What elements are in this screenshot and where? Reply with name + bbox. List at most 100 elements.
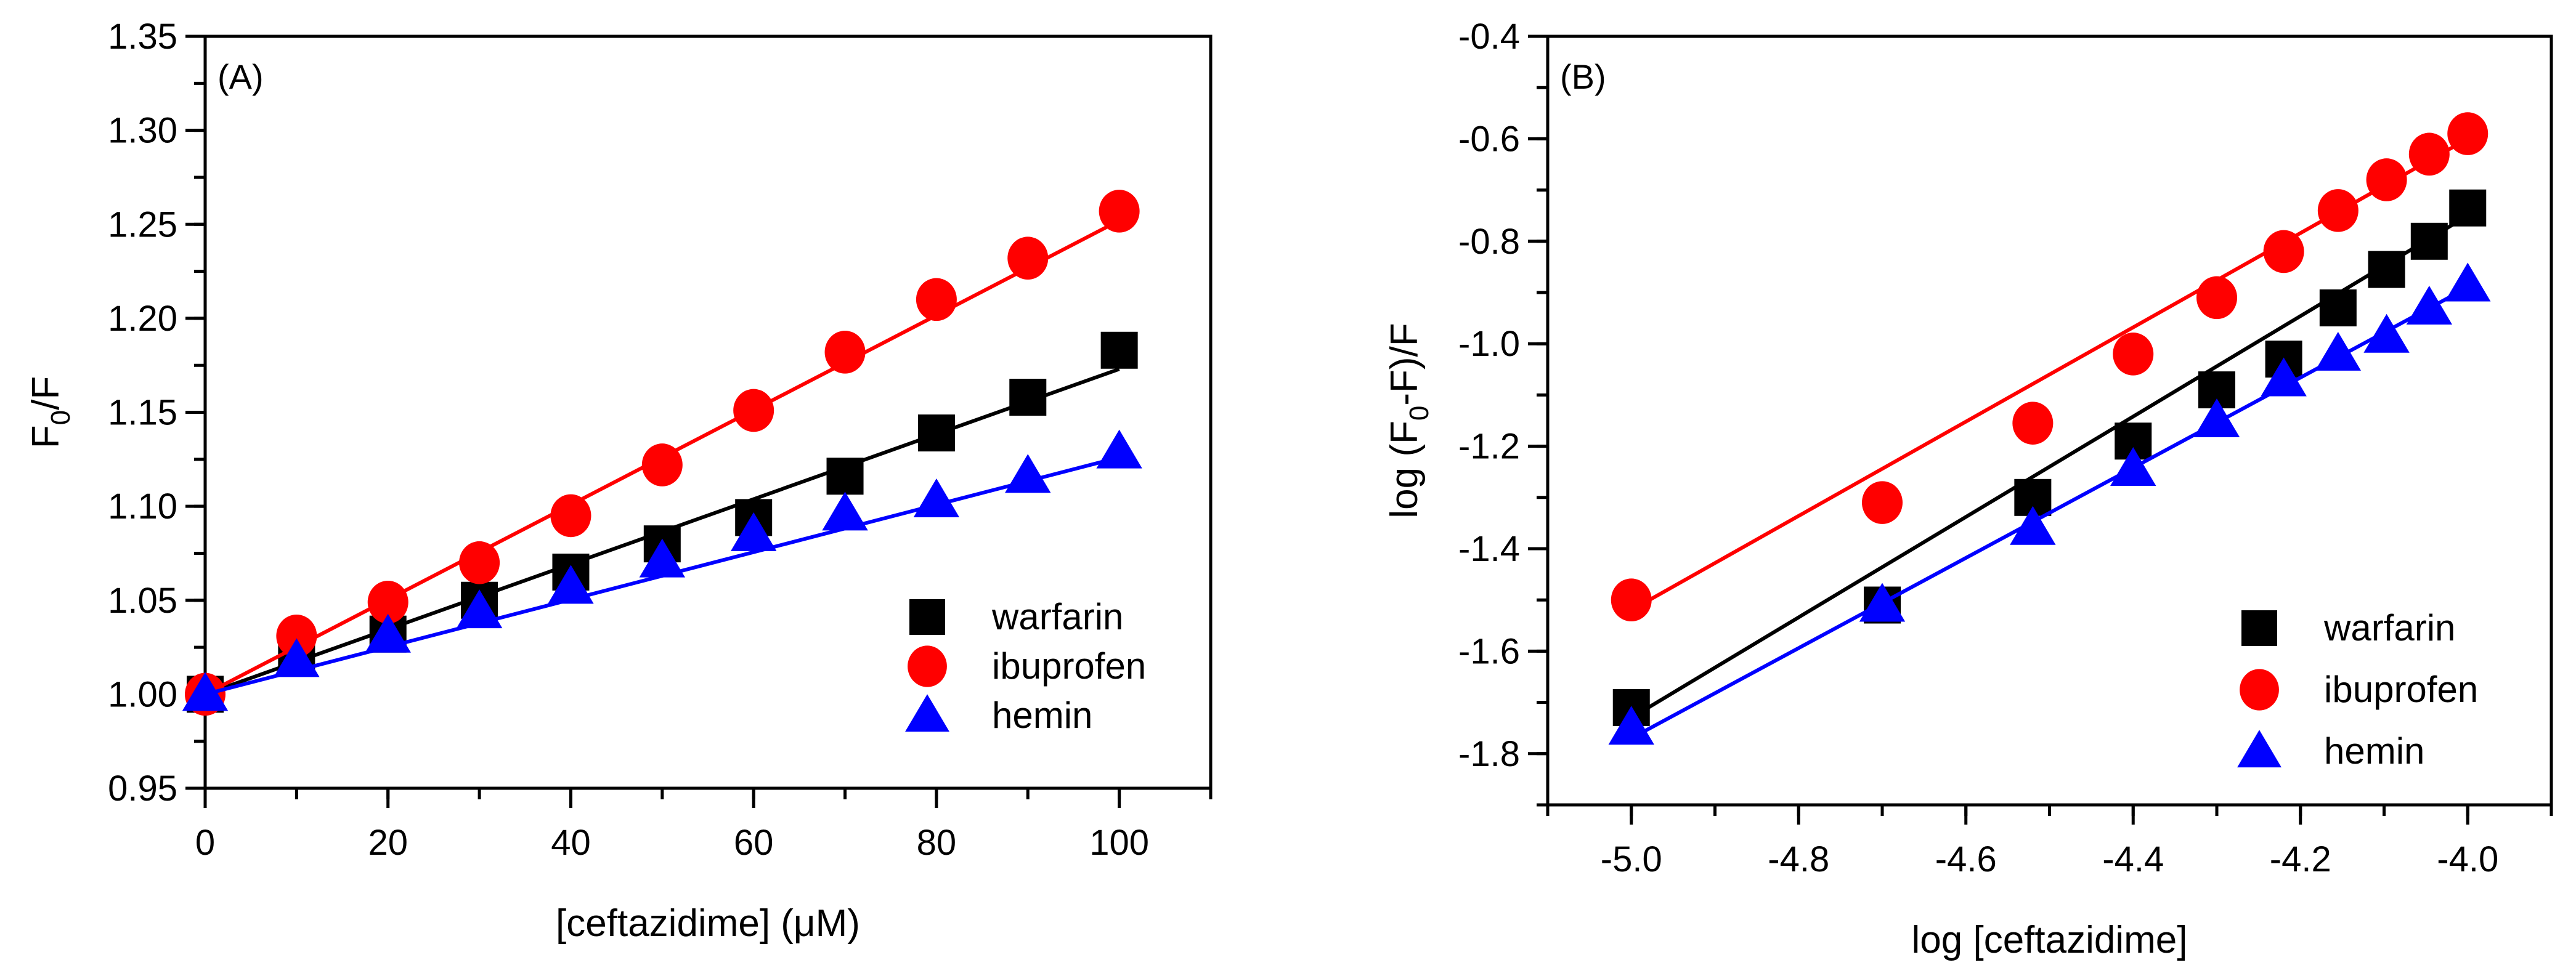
y-tick-label: -1.8	[1458, 734, 1520, 774]
data-point-ibuprofen	[2366, 158, 2407, 201]
data-point-ibuprofen	[916, 278, 957, 321]
data-point-hemin	[1608, 706, 1654, 745]
legend-marker-warfarin	[909, 599, 945, 635]
legend-label-ibuprofen: ibuprofen	[2324, 669, 2478, 710]
legend-label-warfarin: warfarin	[2323, 607, 2455, 648]
x-axis-title: log [ceftazidime]	[1912, 919, 2188, 961]
data-point-hemin	[1859, 583, 1906, 622]
x-tick-label: -4.8	[1768, 839, 1829, 879]
data-point-ibuprofen	[2317, 189, 2359, 232]
data-point-warfarin	[2319, 289, 2357, 326]
data-point-hemin	[2010, 506, 2056, 545]
data-point-warfarin	[2410, 222, 2448, 260]
y-tick-label: -0.6	[1458, 119, 1520, 159]
data-point-ibuprofen	[2113, 333, 2154, 376]
x-tick-label: -4.2	[2270, 839, 2331, 879]
y-tick-label: -0.4	[1458, 17, 1520, 57]
legend-marker-hemin	[905, 694, 949, 732]
data-point-ibuprofen	[2408, 132, 2450, 176]
data-point-hemin	[182, 672, 229, 711]
data-point-ibuprofen	[367, 581, 408, 624]
data-point-ibuprofen	[550, 494, 591, 538]
data-point-warfarin	[826, 458, 864, 495]
data-point-ibuprofen	[1007, 236, 1049, 280]
x-tick-label: 100	[1089, 823, 1149, 863]
legend-marker-ibuprofen	[2240, 669, 2279, 711]
data-point-ibuprofen	[2263, 230, 2304, 273]
data-point-ibuprofen	[2447, 112, 2489, 155]
y-tick-label: 1.20	[108, 299, 177, 339]
data-point-hemin	[548, 565, 594, 604]
y-tick-label: 1.35	[108, 17, 177, 57]
y-axis-title-subscript: 0	[1404, 406, 1434, 421]
data-point-ibuprofen	[641, 443, 683, 486]
data-point-warfarin	[1100, 331, 1138, 369]
y-tick-label: 1.10	[108, 486, 177, 527]
data-point-hemin	[2363, 313, 2410, 353]
data-point-hemin	[1096, 429, 1142, 469]
data-point-hemin	[2193, 398, 2240, 437]
y-axis-title-tail: -F)/F	[1383, 323, 1426, 405]
y-axis-title-main: log (F	[1383, 421, 1426, 518]
data-point-ibuprofen	[2012, 402, 2054, 445]
y-tick-label: 1.15	[108, 393, 177, 433]
panel-label: (B)	[1560, 57, 1606, 96]
y-tick-label: 1.30	[108, 111, 177, 151]
data-point-ibuprofen	[1862, 481, 1903, 524]
series-hemin	[1608, 262, 2491, 745]
legend-marker-warfarin	[2241, 610, 2277, 646]
x-tick-label: 60	[734, 823, 774, 863]
legend-label-ibuprofen: ibuprofen	[992, 645, 1146, 687]
x-tick-label: -4.6	[1935, 839, 1997, 879]
legend-label-hemin: hemin	[2324, 730, 2424, 772]
legend-label-hemin: hemin	[992, 695, 1092, 736]
y-tick-label: 0.95	[108, 769, 177, 809]
x-tick-label: 40	[551, 823, 591, 863]
data-point-hemin	[1005, 454, 1051, 493]
y-tick-label: -1.0	[1458, 324, 1520, 364]
data-point-hemin	[2406, 285, 2453, 325]
panel-a-chart: 0 20 40 60 80 100 0.95 1.00 1.05 1.10 1.15 1.20 1.25…	[25, 17, 1213, 945]
legend-label-warfarin: warfarin	[991, 596, 1123, 637]
y-axis-title-subscript: 0	[46, 410, 76, 425]
data-point-ibuprofen	[276, 614, 317, 658]
data-point-warfarin	[917, 414, 955, 452]
data-point-hemin	[639, 538, 686, 578]
data-point-ibuprofen	[824, 331, 866, 374]
data-point-hemin	[2445, 262, 2491, 302]
data-point-hemin	[913, 478, 960, 517]
data-point-warfarin	[2368, 251, 2405, 288]
data-point-hemin	[2110, 447, 2156, 486]
panel-b-chart: -5.0 -4.8 -4.6 -4.4 -4.2 -4.0 -1.8 -1.6 -1.4 -1.2…	[1383, 17, 2553, 961]
legend-marker-hemin	[2237, 730, 2281, 768]
x-tick-label: -5.0	[1601, 839, 1662, 879]
data-point-hemin	[2261, 357, 2307, 397]
y-axis-title: log (F0-F)/F	[1383, 323, 1434, 518]
data-point-hemin	[274, 638, 320, 677]
y-tick-label: -1.6	[1458, 631, 1520, 671]
y-tick-label: 1.25	[108, 204, 177, 244]
data-point-ibuprofen	[2196, 276, 2237, 320]
y-tick-label: 1.05	[108, 581, 177, 621]
data-point-hemin	[2315, 331, 2362, 371]
y-axis-title-main: F	[25, 425, 67, 448]
data-point-hemin	[730, 512, 777, 551]
data-point-ibuprofen	[1611, 578, 1652, 621]
y-tick-label: -1.4	[1458, 529, 1520, 569]
data-point-warfarin	[1009, 379, 1047, 416]
data-point-hemin	[456, 589, 503, 629]
series-ibuprofen	[1611, 112, 2489, 621]
y-axis-title-tail: /F	[25, 376, 67, 410]
x-tick-label: 20	[368, 823, 408, 863]
x-axis-title: [ceftazidime] (μM)	[556, 902, 860, 945]
panel-label: (A)	[217, 57, 264, 96]
data-point-ibuprofen	[459, 541, 500, 584]
series-hemin	[182, 429, 1142, 711]
y-tick-label: -1.2	[1458, 427, 1520, 467]
data-point-warfarin	[2449, 189, 2487, 227]
y-axis-title: F0/F	[25, 376, 76, 448]
x-tick-label: -4.0	[2437, 839, 2498, 879]
x-tick-label: 0	[195, 823, 215, 863]
data-point-ibuprofen	[733, 389, 774, 432]
